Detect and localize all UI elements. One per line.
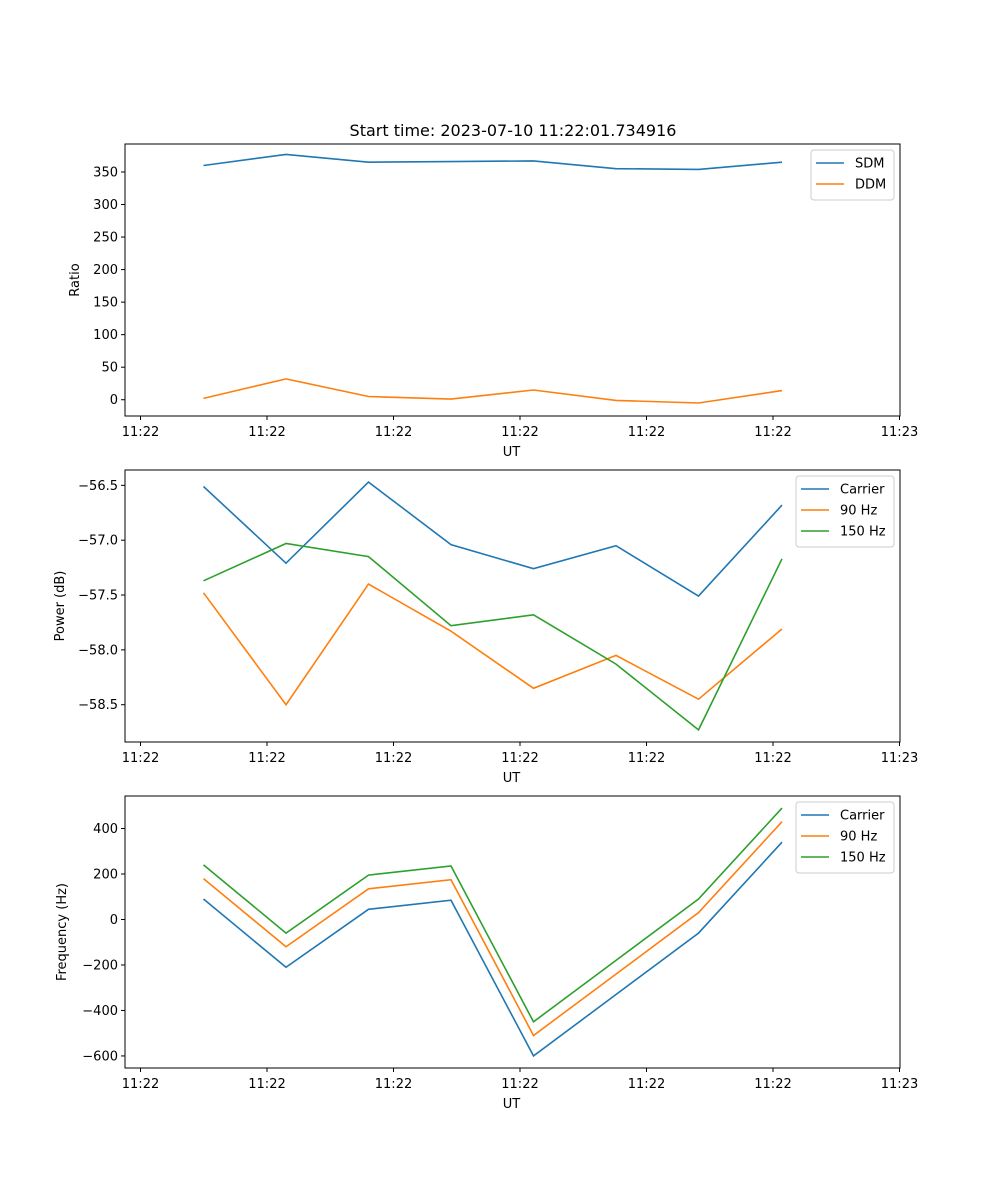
chart-panel-2: −58.5 −58.0 −57.5 −57.0 −56.5 UT Power (dB) Car…: [53, 469, 918, 786]
x-tick-label: 11:22: [628, 751, 665, 766]
x-tick-label: 11:22: [628, 425, 665, 440]
legend: SDM DDM: [810, 149, 895, 201]
legend-label: 90 Hz: [840, 504, 877, 519]
y-tick-label: 50: [101, 361, 118, 376]
series-line-carrier: [202, 481, 783, 598]
x-tick-label: 11:22: [248, 1077, 285, 1092]
y-tick-label: 300: [93, 198, 118, 213]
x-tick-label: 11:22: [754, 751, 791, 766]
plot-frame: [124, 143, 901, 417]
legend-label: 150 Hz: [840, 851, 886, 866]
y-tick-label: −600: [82, 1049, 118, 1064]
plot-frame: [124, 469, 901, 743]
x-tick-label: 11:22: [628, 1077, 665, 1092]
x-axis-label: UT: [503, 445, 521, 460]
x-tick-label: 11:23: [881, 425, 918, 440]
y-tick-label: 400: [93, 822, 118, 837]
x-tick-label: 11:22: [248, 751, 285, 766]
y-tick-label: −56.5: [78, 479, 118, 494]
y-axis-label: Ratio: [68, 263, 83, 296]
x-tick-label: 11:22: [248, 425, 285, 440]
x-tick-label: 11:22: [375, 751, 412, 766]
legend-label: Carrier: [840, 809, 885, 824]
legend: Carrier 90 Hz 150 Hz: [795, 801, 895, 874]
legend-label: 90 Hz: [840, 830, 877, 845]
y-tick-label: 200: [93, 868, 118, 883]
y-tick-label: 200: [93, 263, 118, 278]
x-tick-label: 11:22: [122, 751, 159, 766]
y-tick-label: −58.5: [78, 698, 118, 713]
y-tick-label: 100: [93, 328, 118, 343]
legend-label: SDM: [855, 157, 884, 172]
series-line-ddm: [203, 378, 783, 404]
chart-panel-1: 0 50 100 150 200 250 300 350 UT Ratio SDM DDM 11:22 1…: [68, 143, 918, 460]
legend-label: 150 Hz: [840, 525, 886, 540]
x-tick-label: 11:22: [122, 425, 159, 440]
y-axis-label: Frequency (Hz): [55, 883, 70, 981]
series-line-sdm: [203, 153, 783, 171]
legend-box: [795, 801, 895, 874]
y-tick-label: −400: [82, 1004, 118, 1019]
figure-title: Start time: 2023-07-10 11:22:01.734916: [350, 121, 677, 140]
series-line-90-hz: [202, 821, 783, 1037]
series-line-150-hz: [203, 542, 783, 732]
y-tick-label: 0: [110, 393, 118, 408]
y-tick-label: −200: [82, 958, 118, 973]
y-tick-label: 250: [93, 231, 118, 246]
x-axis-label: UT: [503, 771, 521, 786]
x-tick-label: 11:23: [881, 751, 918, 766]
x-axis-label: UT: [503, 1097, 521, 1112]
series-line-150-hz: [202, 807, 783, 1023]
y-tick-label: 150: [93, 296, 118, 311]
chart-panel-3: −600 −400 −200 0 200 400 UT Frequency (Hz) Carri…: [55, 795, 918, 1112]
legend-box: [795, 475, 895, 548]
legend: Carrier 90 Hz 150 Hz: [795, 475, 895, 548]
legend-label: Carrier: [840, 483, 885, 498]
series-line-carrier: [202, 841, 783, 1058]
x-tick-label: 11:22: [501, 1077, 538, 1092]
x-tick-label: 11:22: [375, 425, 412, 440]
series-line-90-hz: [202, 583, 783, 707]
x-tick-label: 11:22: [375, 1077, 412, 1092]
x-tick-label: 11:22: [754, 425, 791, 440]
y-tick-label: 350: [93, 165, 118, 180]
x-tick-label: 11:22: [501, 751, 538, 766]
y-tick-label: −58.0: [78, 643, 118, 658]
y-axis-label: Power (dB): [53, 571, 68, 642]
plot-frame: [124, 795, 901, 1069]
x-tick-label: 11:23: [881, 1077, 918, 1092]
y-tick-label: 0: [110, 913, 118, 928]
y-tick-label: −57.5: [78, 589, 118, 604]
legend-label: DDM: [855, 178, 886, 193]
x-tick-label: 11:22: [122, 1077, 159, 1092]
y-tick-label: −57.0: [78, 534, 118, 549]
x-tick-label: 11:22: [501, 425, 538, 440]
x-tick-label: 11:22: [754, 1077, 791, 1092]
